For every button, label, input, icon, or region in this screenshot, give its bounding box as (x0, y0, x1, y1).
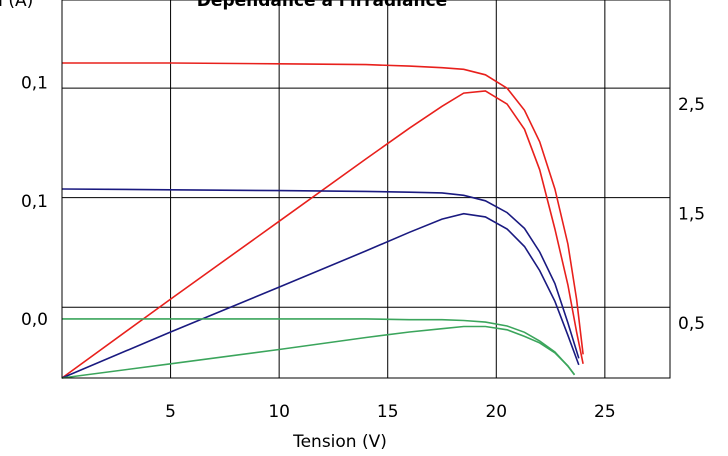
y-tick-label: 0,0 (21, 310, 48, 330)
grid (62, 0, 670, 378)
y2-tick-label: 1,5 (678, 205, 705, 225)
y2-tick-label: 0,5 (678, 314, 705, 334)
y-tick-label: 0,1 (21, 74, 48, 94)
x-tick-label: 15 (377, 402, 399, 422)
x-tick-label: 20 (485, 402, 507, 422)
y-axis-label: I (A) (0, 0, 33, 11)
series-current-0 (62, 62, 584, 355)
series-current-2 (61, 188, 580, 359)
series-power-1 (61, 90, 584, 379)
y2-tick-label: 2,5 (678, 95, 705, 115)
y-tick-label: 0,1 (21, 192, 48, 212)
ticks: 5 10 15 20 25 0,0 0,1 0,1 0,5 1,5 2,5 (21, 74, 705, 422)
series-power-3 (61, 212, 580, 379)
plot-frame (61, 0, 671, 379)
x-tick-label: 5 (165, 402, 176, 422)
chart-title: Dépendance à l'irradiance (197, 0, 447, 11)
x-tick-label: 10 (268, 402, 290, 422)
series-current-4 (62, 318, 576, 376)
x-tick-label: 25 (594, 402, 616, 422)
x-axis-label: Tension (V) (292, 432, 387, 452)
series-layer (61, 62, 584, 379)
series-power-5 (61, 325, 576, 379)
